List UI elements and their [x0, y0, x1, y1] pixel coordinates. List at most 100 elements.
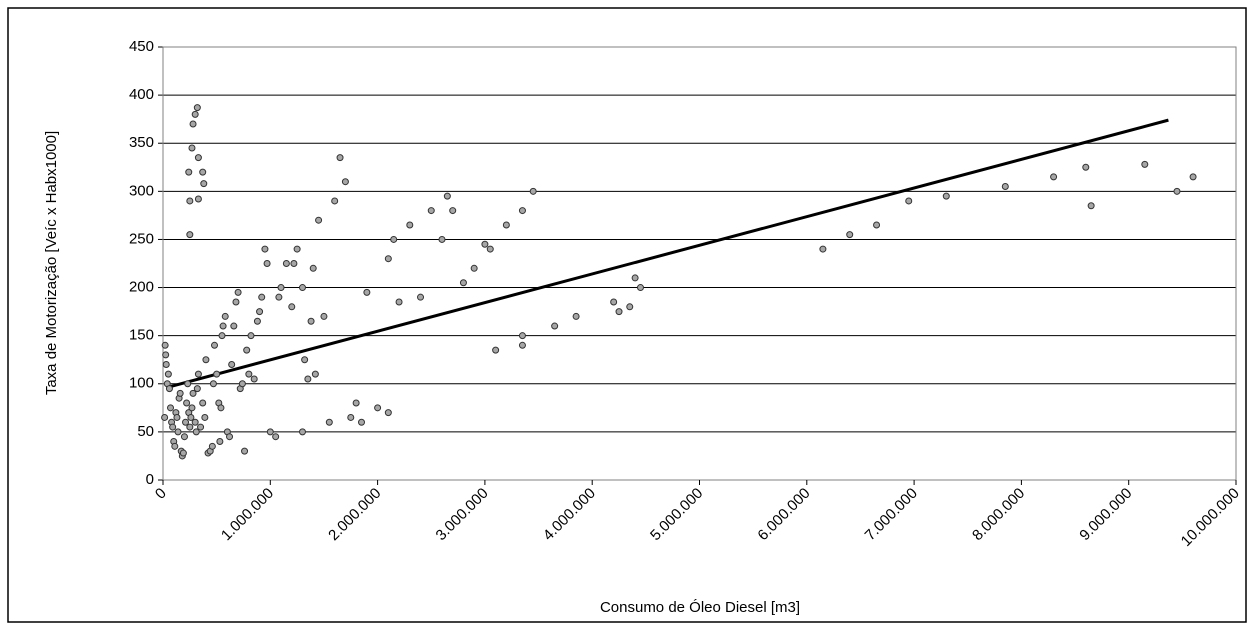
data-point: [277, 284, 285, 292]
y-tick-label: 0: [146, 471, 154, 488]
data-point: [384, 255, 392, 263]
data-point: [282, 260, 290, 267]
data-point: [263, 260, 271, 267]
data-point: [179, 449, 187, 457]
data-point: [336, 154, 344, 162]
data-point: [275, 293, 283, 301]
data-point: [161, 413, 169, 421]
data-point: [470, 264, 478, 272]
data-point: [188, 144, 196, 152]
y-tick-label: 450: [129, 38, 154, 55]
data-point: [358, 418, 366, 426]
data-point: [197, 423, 205, 431]
data-point: [174, 428, 182, 436]
y-tick-label: 300: [129, 182, 154, 199]
data-point: [1050, 173, 1058, 181]
data-point: [905, 197, 913, 205]
data-point: [186, 423, 194, 431]
y-tick-label: 400: [129, 86, 154, 103]
data-point: [169, 423, 177, 431]
data-point: [298, 284, 306, 292]
data-point: [942, 192, 950, 200]
data-point: [230, 322, 238, 330]
data-point: [247, 332, 255, 340]
y-tick-label: 150: [129, 327, 154, 344]
y-axis-label: Taxa de Motorização [Veíc x Habx1000]: [43, 131, 60, 395]
data-point: [253, 317, 261, 325]
data-point: [232, 298, 240, 306]
data-point: [307, 317, 315, 325]
data-point: [188, 404, 196, 412]
data-point: [819, 245, 827, 253]
data-point: [194, 154, 202, 162]
data-point: [1001, 183, 1009, 191]
data-point: [572, 312, 580, 320]
data-point: [390, 235, 398, 243]
data-point: [162, 361, 170, 369]
data-point: [164, 370, 172, 378]
data-point: [1141, 160, 1149, 168]
data-point: [325, 418, 333, 426]
data-point: [529, 187, 537, 195]
data-point: [347, 413, 355, 421]
data-point: [290, 260, 298, 267]
data-point: [492, 346, 500, 354]
data-point: [199, 399, 207, 407]
data-point: [176, 389, 184, 397]
data-point: [184, 380, 192, 388]
chart-frame: [7, 7, 1247, 623]
data-point: [298, 428, 306, 436]
data-point: [202, 356, 210, 364]
data-point: [631, 274, 639, 282]
data-point: [194, 195, 202, 203]
data-point: [165, 385, 173, 393]
data-point: [293, 245, 301, 253]
data-point: [218, 332, 226, 340]
data-point: [304, 375, 312, 383]
data-point: [213, 370, 221, 378]
data-point: [194, 370, 202, 378]
data-point: [180, 433, 188, 441]
data-point: [173, 413, 181, 421]
data-point: [187, 413, 195, 421]
data-point: [189, 120, 197, 128]
y-tick-label: 350: [129, 134, 154, 151]
data-point: [191, 418, 199, 426]
data-point: [183, 399, 191, 407]
data-point: [320, 312, 328, 320]
data-point: [199, 168, 207, 176]
data-point: [221, 312, 229, 320]
data-point: [162, 351, 170, 359]
data-point: [610, 298, 618, 306]
data-point: [395, 298, 403, 306]
data-point: [272, 433, 280, 441]
y-tick-label: 100: [129, 375, 154, 392]
data-point: [161, 341, 169, 349]
data-point: [226, 433, 234, 441]
data-point: [243, 346, 251, 354]
data-point: [311, 370, 319, 378]
data-point: [241, 447, 249, 455]
data-point: [352, 399, 360, 407]
x-axis-label: Consumo de Óleo Diesel [m3]: [600, 599, 800, 616]
data-point: [189, 389, 197, 397]
data-point: [449, 207, 457, 215]
data-point: [551, 322, 559, 330]
data-point: [417, 293, 425, 301]
data-point: [219, 322, 227, 330]
data-point: [406, 221, 414, 229]
y-tick-label: 250: [129, 230, 154, 247]
data-point: [193, 104, 201, 112]
data-point: [217, 404, 225, 412]
y-tick-label: 200: [129, 279, 154, 296]
data-point: [301, 356, 309, 364]
data-point: [502, 221, 510, 229]
data-point: [185, 168, 193, 176]
trendline: [169, 118, 1169, 389]
data-point: [234, 288, 242, 296]
data-point: [167, 404, 175, 412]
data-point: [518, 207, 526, 215]
data-point: [459, 279, 467, 287]
data-point: [258, 293, 266, 301]
data-point: [193, 385, 201, 393]
